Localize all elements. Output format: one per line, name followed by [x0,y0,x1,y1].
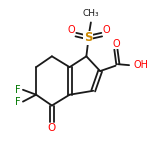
Text: OH: OH [134,60,149,70]
Text: S: S [84,31,93,44]
Text: F: F [15,97,20,107]
Text: CH₃: CH₃ [83,9,100,19]
Text: O: O [103,25,110,35]
Text: O: O [48,123,56,133]
Text: O: O [67,25,75,35]
Text: F: F [15,85,20,95]
Text: O: O [112,39,120,49]
